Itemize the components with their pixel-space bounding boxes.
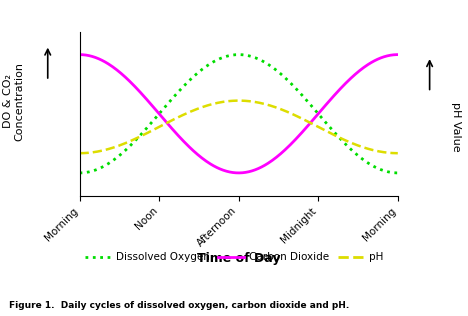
Legend: Dissolved Oxygen, Carbon Dioxide, pH: Dissolved Oxygen, Carbon Dioxide, pH bbox=[80, 248, 388, 267]
X-axis label: Time of Day: Time of Day bbox=[197, 252, 280, 264]
Text: pH Value: pH Value bbox=[451, 101, 461, 151]
Text: DO & CO₂
Concentration: DO & CO₂ Concentration bbox=[3, 62, 25, 141]
Text: Figure 1.  Daily cycles of dissolved oxygen, carbon dioxide and pH.: Figure 1. Daily cycles of dissolved oxyg… bbox=[9, 301, 350, 310]
